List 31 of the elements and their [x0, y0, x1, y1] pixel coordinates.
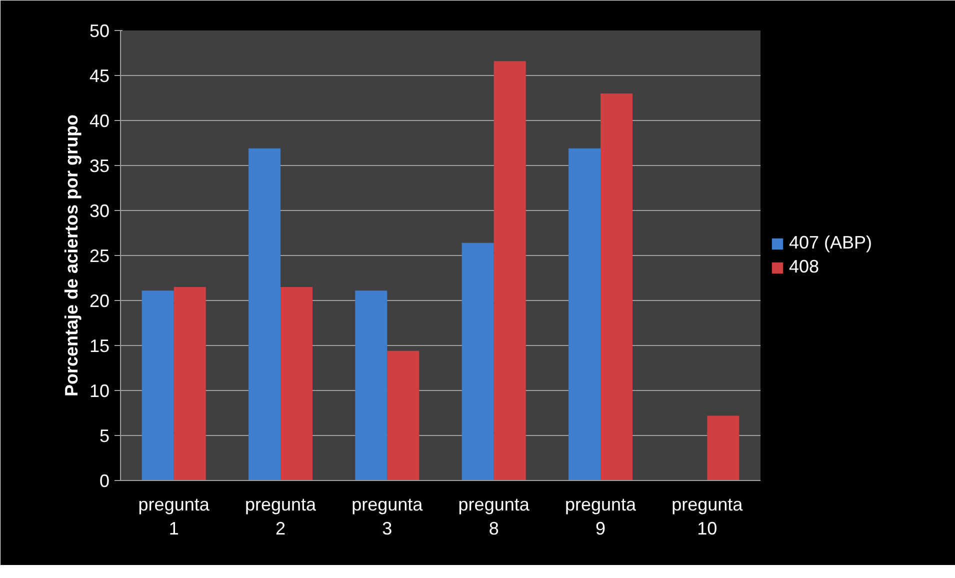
y-tick-label: 10 [89, 381, 110, 401]
bar [248, 148, 280, 480]
y-tick-label: 45 [89, 66, 110, 86]
bar [174, 287, 206, 480]
y-tick-label: 40 [89, 111, 110, 131]
bar [707, 416, 740, 480]
x-tick-label: pregunta 9 [564, 494, 638, 538]
bar [494, 61, 526, 480]
y-tick-label: 35 [89, 156, 110, 176]
bar [568, 148, 600, 480]
bar [280, 287, 312, 480]
legend-label: 408 [789, 256, 820, 278]
x-tick-label: pregunta 3 [352, 494, 424, 538]
bar [462, 242, 494, 480]
x-tick-label: pregunta 2 [244, 494, 318, 538]
y-tick-label: 15 [89, 336, 110, 356]
y-tick-label: 5 [99, 426, 110, 446]
y-tick-label: 0 [99, 471, 110, 491]
x-tick-label: pregunta 1 [138, 494, 210, 538]
legend-label: 407 (ABP) [789, 232, 872, 254]
y-tick-label: 30 [89, 201, 110, 221]
bar [600, 94, 632, 480]
x-tick-label: pregunta 8 [458, 494, 530, 538]
y-tick-label: 25 [89, 246, 110, 266]
y-tick-label: 50 [89, 21, 110, 41]
bar [142, 290, 174, 480]
x-tick-label: pregunta 10 [672, 494, 744, 538]
y-axis-title: Porcentaje de aciertos por grupo [61, 114, 82, 397]
bar [387, 350, 420, 480]
y-tick-label: 20 [89, 291, 110, 311]
bar [355, 290, 388, 480]
